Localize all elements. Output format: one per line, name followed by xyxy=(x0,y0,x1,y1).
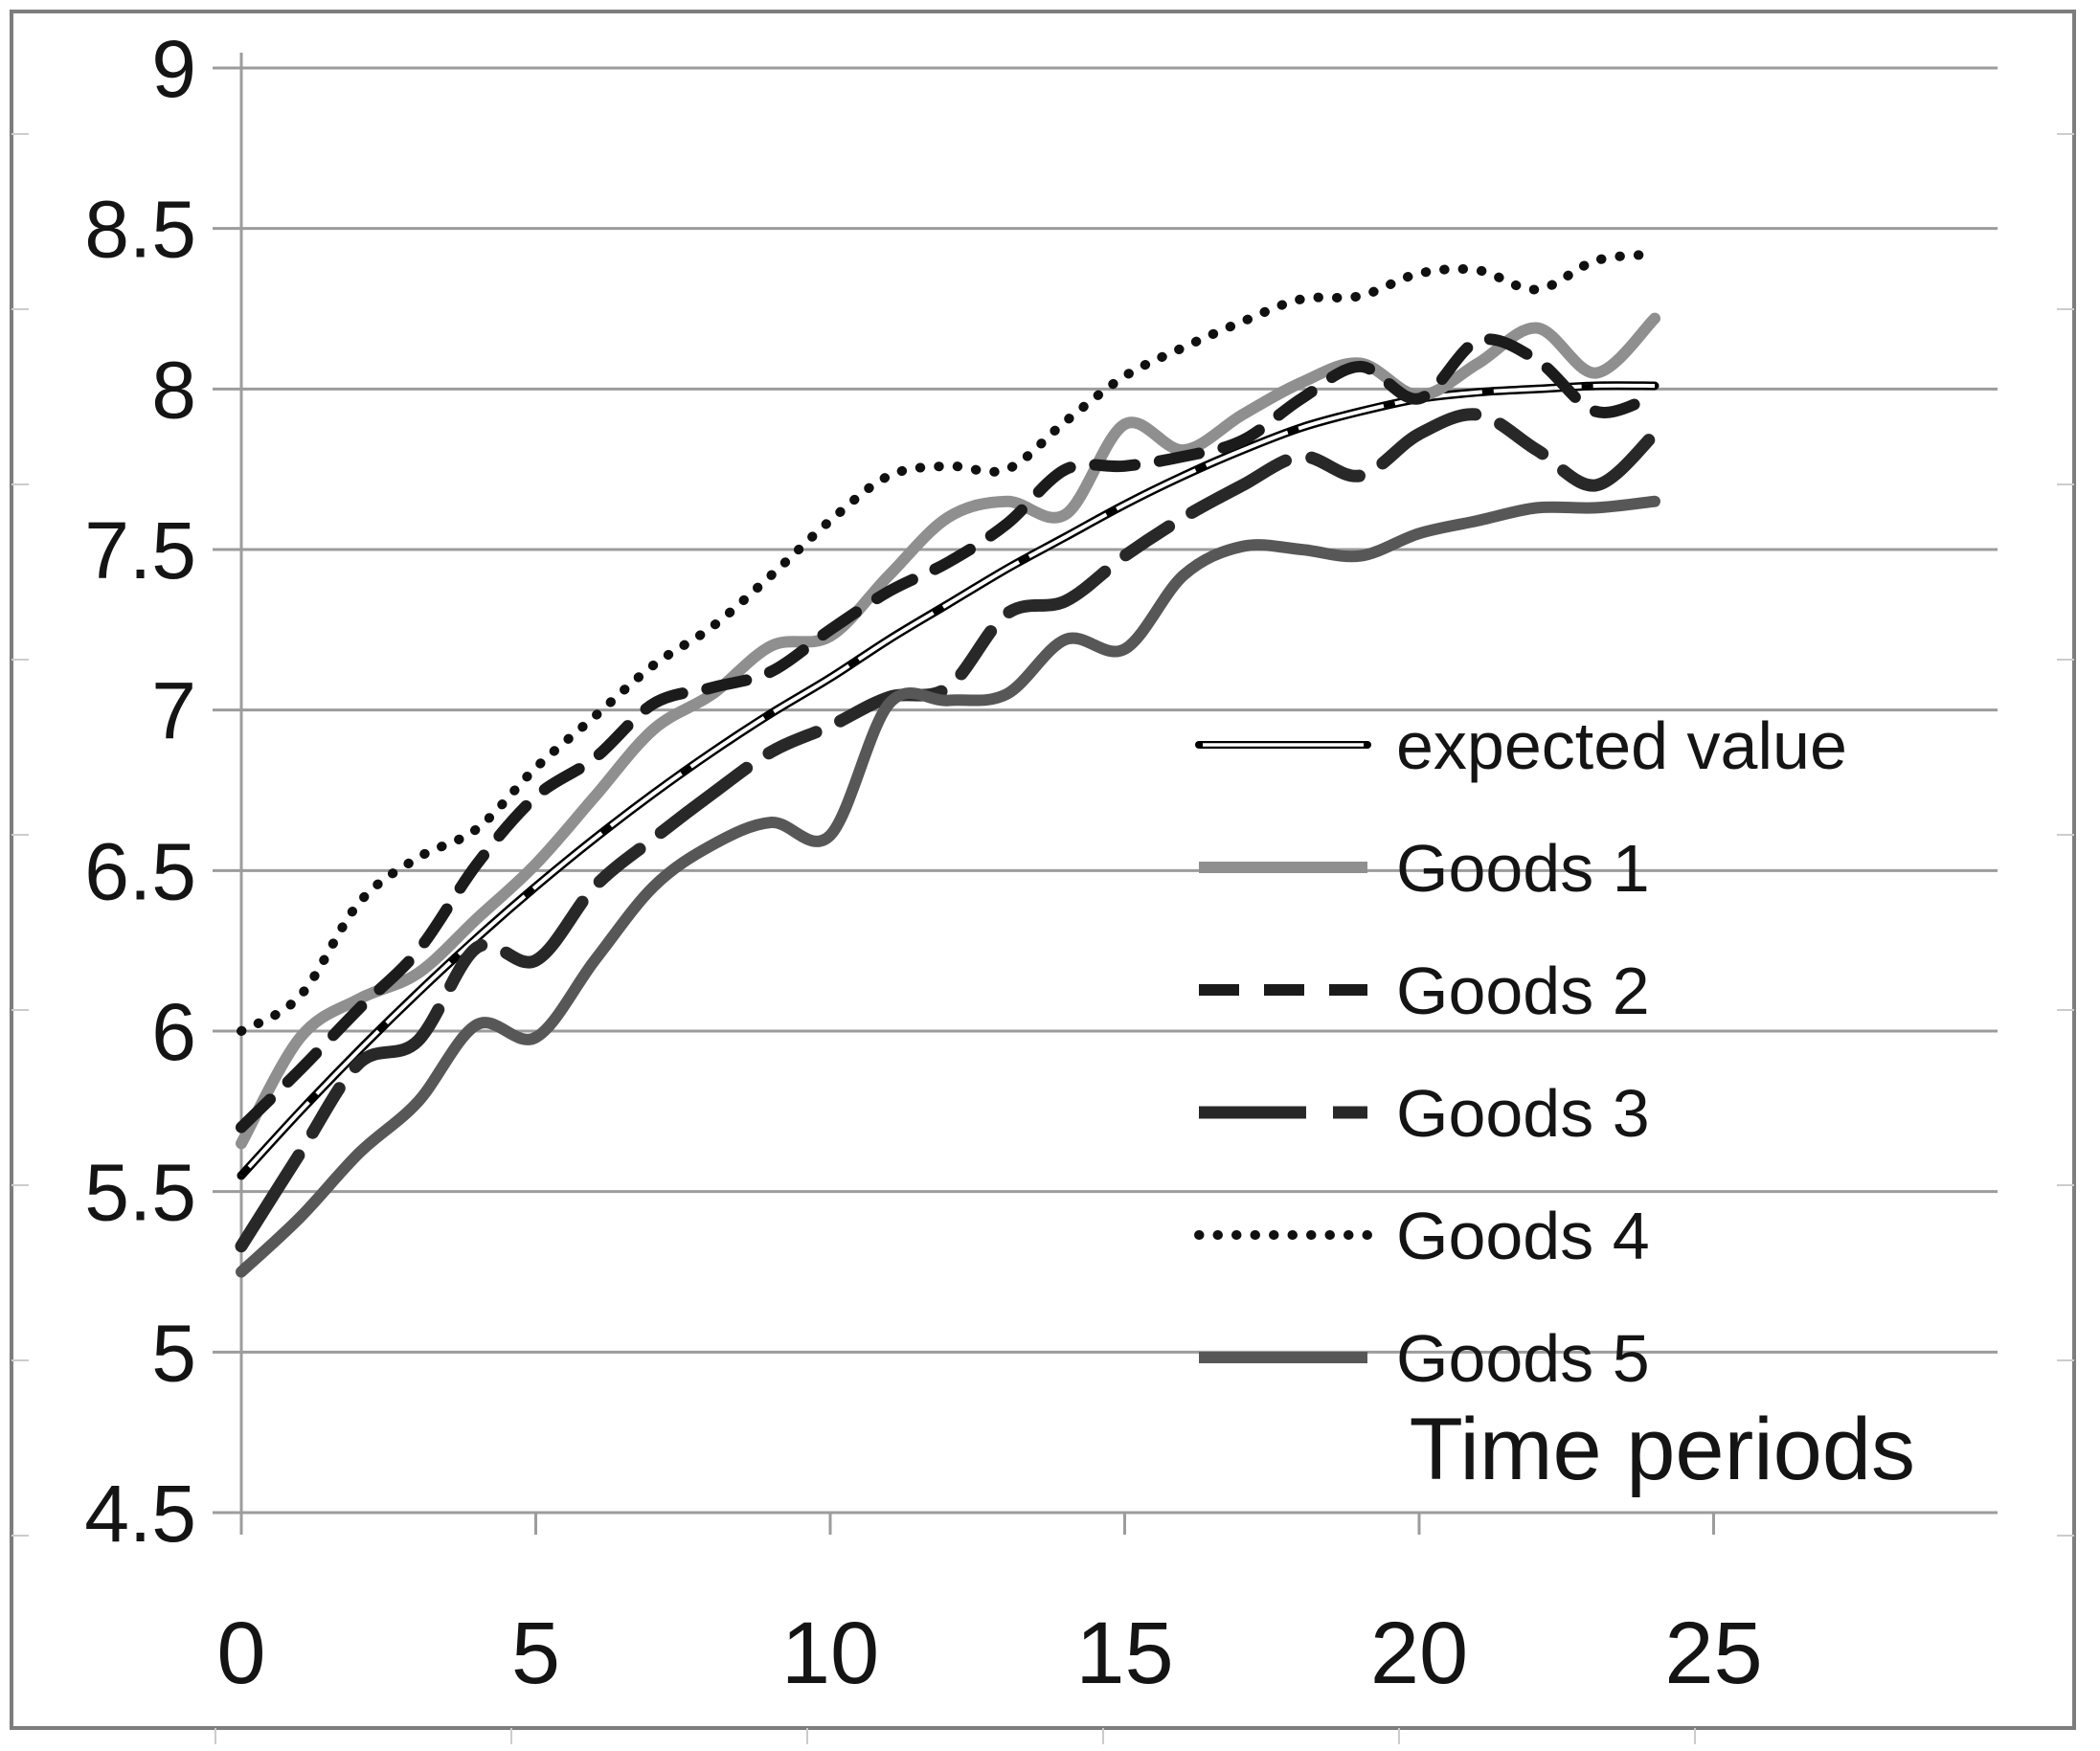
series-line-goods-4 xyxy=(237,249,1660,1036)
y-tick-label: 8 xyxy=(151,345,196,435)
legend-label-goods-2: Goods 2 xyxy=(1396,954,1650,1028)
legend-label-goods-4: Goods 4 xyxy=(1396,1199,1650,1273)
y-tick-label: 7 xyxy=(151,666,196,756)
x-tick-label: 25 xyxy=(1664,1605,1762,1702)
legend-label-goods-5: Goods 5 xyxy=(1396,1321,1650,1396)
x-tick-label: 5 xyxy=(511,1605,560,1702)
y-tick-label: 5 xyxy=(151,1308,196,1398)
figure-frame xyxy=(10,10,2076,1730)
y-tick-label: 7.5 xyxy=(84,505,196,595)
y-tick-label: 9 xyxy=(151,24,196,114)
y-tick-label: 4.5 xyxy=(84,1469,196,1559)
x-tick-label: 10 xyxy=(781,1605,879,1702)
y-tick-label: 6.5 xyxy=(84,826,196,916)
legend-label-goods-1: Goods 1 xyxy=(1396,831,1650,906)
series-line-goods-5 xyxy=(236,495,1660,1278)
series-line-expected-value-marks xyxy=(239,383,1656,1178)
legend-label-goods-3: Goods 3 xyxy=(1396,1076,1650,1151)
x-axis-title: Time periods xyxy=(1410,1401,1915,1498)
x-tick-label: 0 xyxy=(216,1605,265,1702)
series-line-goods-2 xyxy=(236,333,1660,1134)
y-tick-label: 8.5 xyxy=(84,185,196,275)
legend-label-expected-value: expected value xyxy=(1396,708,1847,783)
x-tick-label: 20 xyxy=(1370,1605,1468,1702)
y-tick-label: 5.5 xyxy=(84,1148,196,1238)
y-tick-label: 6 xyxy=(151,987,196,1077)
x-tick-label: 15 xyxy=(1075,1605,1173,1702)
